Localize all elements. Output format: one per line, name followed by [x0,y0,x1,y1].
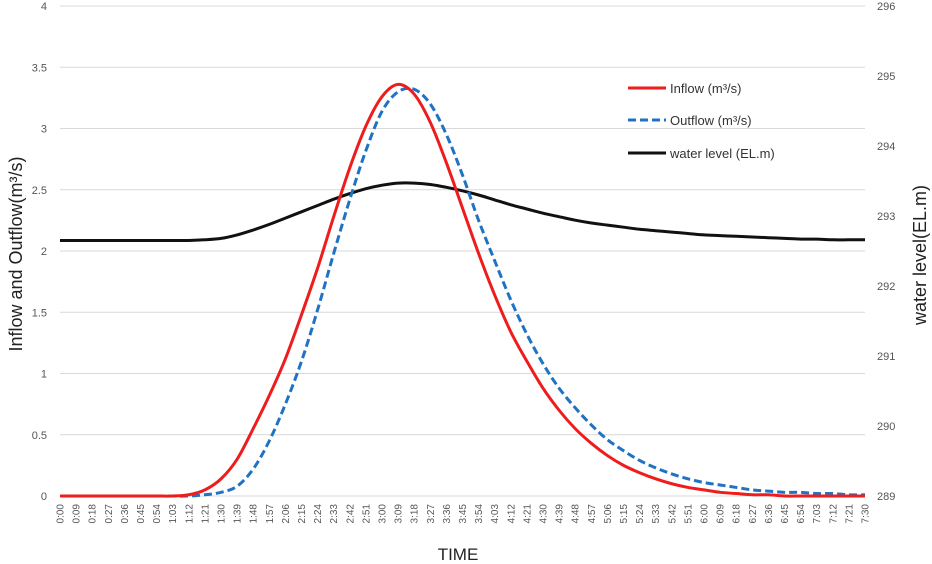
x-tick-label: 7:03 [812,504,823,524]
x-tick-label: 3:45 [458,504,469,524]
x-tick-label: 4:12 [506,504,517,524]
left-y-tick-label: 2 [41,246,47,258]
legend-label: Inflow (m³/s) [670,81,742,96]
x-tick-label: 3:54 [474,504,485,524]
x-tick-label: 6:00 [700,504,711,524]
legend-label: Outflow (m³/s) [670,113,752,128]
x-tick-label: 6:27 [748,504,759,524]
x-tick-label: 6:54 [796,504,807,524]
x-tick-label: 1:12 [184,504,195,524]
series-lines [60,82,866,498]
right-y-tick-label: 292 [877,281,895,293]
x-tick-label: 3:27 [426,504,437,524]
x-tick-label: 4:48 [571,504,582,524]
right-y-tick-label: 293 [877,211,895,223]
x-tick-label: 6:18 [732,504,743,524]
x-tick-label: 2:15 [297,504,308,524]
x-axis-ticks: 0:00 0:09 0:18 0:27 0:36 0:45 0:54 1:03 1:12 1:21… [56,504,872,524]
x-tick-label: 0:09 [72,504,83,524]
x-tick-label: 1:03 [168,504,179,524]
outflow-line [60,86,866,498]
right-y-tick-label: 295 [877,71,895,83]
x-tick-label: 3:36 [442,504,453,524]
right-axis-label: water level(EL.m) [910,185,930,326]
legend-label: water level (EL.m) [669,146,775,161]
x-tick-label: 5:42 [667,504,678,524]
right-y-axis-ticks: 289 290 291 292 293 294 295 296 [877,1,895,503]
x-axis-label: TIME [438,545,479,564]
x-tick-label: 5:15 [619,504,630,524]
left-y-tick-label: 2.5 [32,185,47,197]
x-tick-label: 6:45 [780,504,791,524]
right-y-tick-label: 294 [877,141,895,153]
left-y-axis-ticks: 0 0.5 1 1.5 2 2.5 3 3.5 4 [32,1,47,503]
x-tick-label: 5:51 [683,504,694,524]
x-tick-label: 4:57 [587,504,598,524]
x-tick-label: 2:06 [281,504,292,524]
gridlines [60,5,865,497]
x-tick-label: 3:18 [410,504,421,524]
x-tick-label: 7:30 [861,504,872,524]
left-y-tick-label: 1.5 [32,307,47,319]
inflow-line [60,82,865,498]
x-tick-label: 1:21 [200,504,211,524]
x-tick-label: 7:21 [844,504,855,524]
x-tick-label: 5:33 [651,504,662,524]
left-y-tick-label: 0.5 [32,430,47,442]
left-y-tick-label: 3.5 [32,62,47,74]
x-tick-label: 0:00 [56,504,67,524]
x-tick-label: 6:09 [716,504,727,524]
x-tick-label: 0:54 [152,504,163,524]
x-tick-label: 3:00 [378,504,389,524]
x-tick-label: 5:24 [635,504,646,524]
water-level-line [60,181,865,243]
x-tick-label: 1:57 [265,504,276,524]
x-tick-label: 4:21 [522,504,533,524]
left-y-tick-label: 1 [41,369,47,381]
x-tick-label: 4:39 [555,504,566,524]
x-tick-label: 1:30 [217,504,228,524]
x-tick-label: 2:42 [345,504,356,524]
x-tick-label: 0:18 [88,504,99,524]
right-y-tick-label: 291 [877,351,895,363]
right-y-tick-label: 290 [877,421,895,433]
x-tick-label: 3:09 [394,504,405,524]
x-tick-label: 4:03 [490,504,501,524]
right-y-tick-label: 289 [877,491,895,503]
right-y-tick-label: 296 [877,1,895,13]
x-tick-label: 1:48 [249,504,260,524]
left-y-tick-label: 0 [41,491,47,503]
x-tick-label: 2:24 [313,504,324,524]
x-tick-label: 0:36 [120,504,131,524]
x-tick-label: 7:12 [828,504,839,524]
x-tick-label: 5:06 [603,504,614,524]
x-tick-label: 0:27 [104,504,115,524]
x-tick-label: 1:39 [233,504,244,524]
left-axis-label: Inflow and Outflow(m³/s) [6,156,26,351]
x-tick-label: 2:33 [329,504,340,524]
x-tick-label: 0:45 [136,504,147,524]
left-y-tick-label: 4 [41,1,47,13]
x-tick-label: 2:51 [361,504,372,524]
legend: Inflow (m³/s) Outflow (m³/s) water level (… [628,81,775,161]
x-tick-label: 4:30 [539,504,550,524]
left-y-tick-label: 3 [41,124,47,136]
x-tick-label: 6:36 [764,504,775,524]
